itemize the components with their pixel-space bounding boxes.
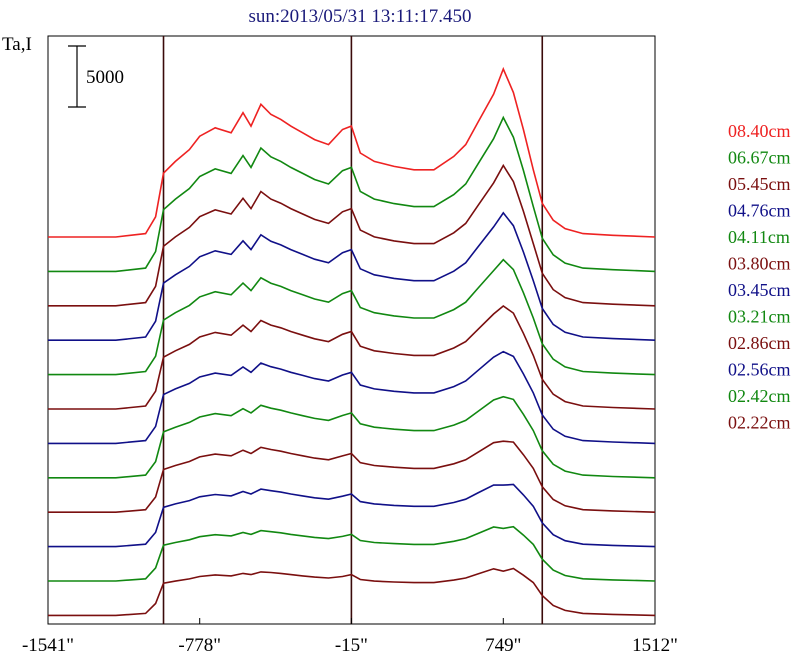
legend-item-04.76cm: 04.76cm [728, 201, 791, 221]
x-tick-label-2: -15" [335, 635, 368, 656]
series-line-04.76cm [48, 211, 656, 341]
scale-bar-label: 5000 [86, 67, 124, 88]
legend-item-02.22cm: 02.22cm [728, 413, 791, 433]
x-tick-label-3: 749" [485, 635, 521, 656]
legend: 08.40cm 06.67cm 05.45cm 04.76cm 04.11cm 03.80… [728, 121, 791, 433]
legend-item-03.21cm: 03.21cm [728, 307, 791, 327]
x-tick-label-1: -778" [178, 635, 221, 656]
legend-item-04.11cm: 04.11cm [728, 227, 790, 247]
legend-item-05.45cm: 05.45cm [728, 174, 791, 194]
y-axis-label: Ta,I [2, 34, 32, 55]
legend-item-03.80cm: 03.80cm [728, 254, 791, 274]
series-line-02.86cm [48, 440, 656, 513]
x-tick-label-0: -1541" [22, 635, 74, 656]
x-axis-ticks: -1541" -778" -15" 749" 1512" [22, 618, 678, 656]
series-line-02.22cm [48, 567, 656, 617]
series-line-04.11cm [48, 258, 656, 376]
legend-item-02.56cm: 02.56cm [728, 360, 791, 380]
series-line-05.45cm [48, 163, 656, 307]
scale-bar: 5000 [68, 45, 124, 108]
series-line-03.80cm [48, 304, 656, 410]
vertical-reference-lines [162, 36, 544, 624]
chart-title: sun:2013/05/31 13:11:17.450 [248, 6, 471, 27]
series-line-03.21cm [48, 395, 656, 479]
series-line-03.45cm [48, 350, 656, 445]
legend-item-08.40cm: 08.40cm [728, 121, 791, 141]
series-lines [48, 66, 656, 617]
legend-item-03.45cm: 03.45cm [728, 280, 791, 300]
legend-item-02.86cm: 02.86cm [728, 333, 791, 353]
legend-item-06.67cm: 06.67cm [728, 148, 791, 168]
series-line-02.56cm [48, 483, 656, 548]
x-tick-label-4: 1512" [632, 635, 678, 656]
series-line-02.42cm [48, 525, 656, 582]
series-line-06.67cm [48, 115, 656, 273]
series-line-08.40cm [48, 66, 656, 238]
legend-item-02.42cm: 02.42cm [728, 386, 791, 406]
